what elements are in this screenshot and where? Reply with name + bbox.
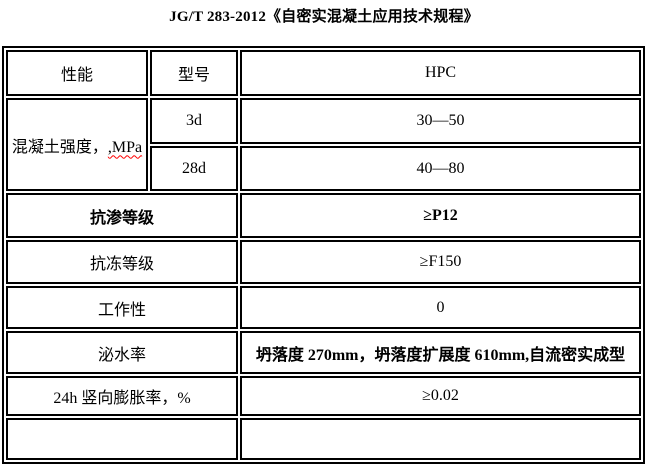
cell-age-3d: 3d [150, 98, 238, 144]
table-row-expansion: 24h 竖向膨胀率，% ≥0.02 [6, 376, 641, 416]
cell-expansion-value: ≥0.02 [240, 376, 641, 416]
cell-strength-label: 混凝土强度，,MPa [6, 98, 148, 191]
cell-workability-label: 工作性 [6, 286, 238, 329]
document-title: JG/T 283-2012《自密实混凝土应用技术规程》 [169, 9, 479, 25]
cell-frost-value: ≥F150 [240, 240, 641, 284]
table-row-impermeability: 抗渗等级 ≥P12 [6, 193, 641, 238]
cell-value-28d: 40—80 [240, 146, 641, 191]
table-row-strength-3d: 混凝土强度，,MPa 3d 30—50 [6, 98, 641, 191]
spec-table: 性能 型号 HPC 混凝土强度，,MPa 3d 30—50 28d 40—80 … [2, 46, 645, 464]
cell-age-28d: 28d [150, 146, 238, 191]
cell-performance-header: 性能 [6, 50, 148, 96]
table-row-strength-28d: 28d 40—80 [6, 146, 641, 191]
cell-workability-value: 0 [240, 286, 641, 329]
cell-cutoff-label [6, 418, 238, 460]
table-row-workability: 工作性 0 [6, 286, 641, 329]
table-row-bleeding: 泌水率 坍落度 270mm，坍落度扩展度 610mm,自流密实成型 [6, 331, 641, 374]
table-row-header: 性能 型号 HPC [6, 50, 641, 96]
table-row-cutoff [6, 418, 641, 460]
cell-expansion-label: 24h 竖向膨胀率，% [6, 376, 238, 416]
cell-impermeability-label: 抗渗等级 [6, 193, 238, 238]
strength-label-text: 混凝土强度， [11, 138, 108, 156]
cell-value-3d: 30—50 [240, 98, 641, 144]
cell-model-header: 型号 [150, 50, 238, 96]
cell-cutoff-value [240, 418, 641, 460]
cell-bleeding-label: 泌水率 [6, 331, 238, 374]
cell-impermeability-value: ≥P12 [240, 193, 641, 238]
cell-product-header: HPC [240, 50, 641, 96]
strength-label-unit: ,MPa [107, 138, 143, 156]
cell-frost-label: 抗冻等级 [6, 240, 238, 284]
table-row-frost: 抗冻等级 ≥F150 [6, 240, 641, 284]
cell-bleeding-value: 坍落度 270mm，坍落度扩展度 610mm,自流密实成型 [240, 331, 641, 374]
